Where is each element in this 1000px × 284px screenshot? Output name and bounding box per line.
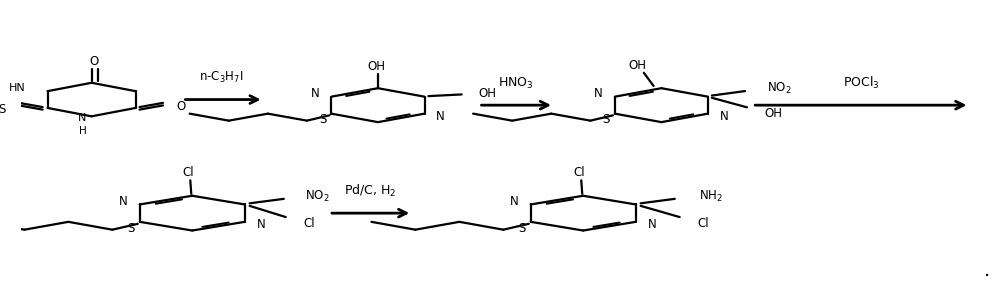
Text: POCl$_3$: POCl$_3$ — [843, 75, 879, 91]
Text: S: S — [603, 113, 610, 126]
Text: OH: OH — [628, 59, 646, 72]
Text: H: H — [79, 126, 87, 136]
Text: S: S — [319, 113, 327, 126]
Text: HNO$_3$: HNO$_3$ — [498, 76, 534, 91]
Text: O: O — [89, 55, 98, 68]
Text: Cl: Cl — [183, 166, 194, 179]
Text: N: N — [436, 110, 445, 123]
Text: Cl: Cl — [303, 217, 315, 230]
Text: N: N — [256, 218, 265, 231]
Text: O: O — [177, 100, 186, 113]
Text: Cl: Cl — [697, 217, 709, 230]
Text: .: . — [984, 261, 990, 280]
Text: OH: OH — [478, 87, 496, 100]
Text: N: N — [647, 218, 656, 231]
Text: N: N — [594, 87, 603, 100]
Text: N: N — [119, 195, 128, 208]
Text: Pd/C, H$_2$: Pd/C, H$_2$ — [344, 183, 397, 199]
Text: S: S — [0, 103, 6, 116]
Text: N: N — [720, 110, 728, 123]
Text: NO$_2$: NO$_2$ — [767, 81, 791, 96]
Text: OH: OH — [367, 60, 385, 73]
Text: N: N — [510, 195, 519, 208]
Text: S: S — [127, 222, 135, 235]
Text: Cl: Cl — [573, 166, 585, 179]
Text: HN: HN — [9, 83, 26, 93]
Text: S: S — [518, 222, 526, 235]
Text: n-C$_3$H$_7$I: n-C$_3$H$_7$I — [199, 70, 244, 85]
Text: OH: OH — [765, 107, 783, 120]
Text: N: N — [311, 87, 320, 100]
Text: NO$_2$: NO$_2$ — [305, 189, 330, 204]
Text: N: N — [78, 113, 87, 123]
Text: NH$_2$: NH$_2$ — [699, 189, 723, 204]
